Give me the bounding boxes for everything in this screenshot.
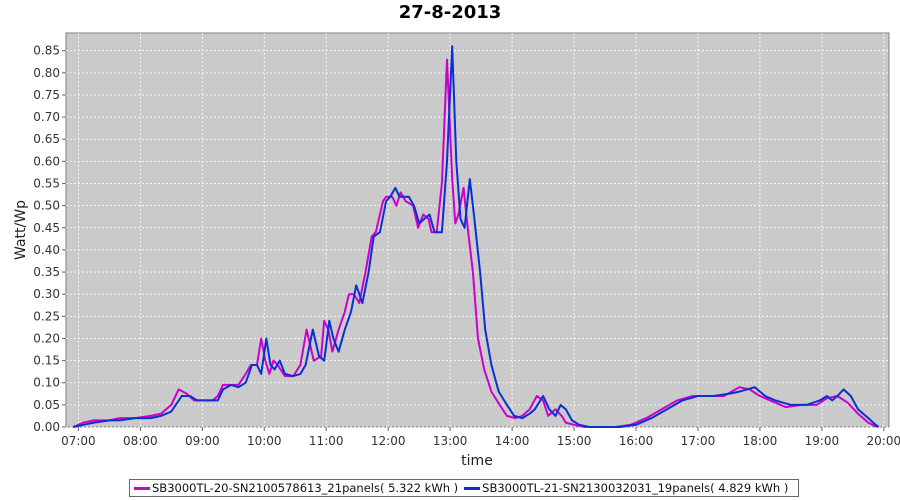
legend-item-2: SB3000TL-21-SN2130032031_19panels( 4.829… — [464, 481, 788, 495]
legend: SB3000TL-20-SN2100578613_21panels( 5.322… — [129, 479, 800, 497]
y-axis-title: Watt/Wp — [13, 200, 29, 260]
x-tick-label: 12:00 — [371, 434, 406, 448]
y-tick-label: 0.25 — [33, 309, 60, 323]
y-tick-label: 0.20 — [33, 331, 60, 345]
legend-item-1: SB3000TL-20-SN2100578613_21panels( 5.322… — [134, 481, 458, 495]
x-axis-title: time — [461, 453, 493, 469]
legend-swatch — [464, 486, 481, 490]
y-tick-label: 0.80 — [33, 66, 60, 80]
y-tick-label: 0.40 — [33, 243, 60, 257]
y-tick-label: 0.65 — [33, 132, 60, 146]
y-tick-label: 0.45 — [33, 221, 60, 235]
x-tick-label: 20:00 — [867, 434, 900, 448]
x-tick-label: 15:00 — [557, 434, 592, 448]
y-tick-label: 0.10 — [33, 376, 60, 390]
x-tick-label: 10:00 — [247, 434, 282, 448]
series-line-2 — [72, 45, 880, 428]
x-tick-label: 07:00 — [61, 434, 96, 448]
x-tick-label: 19:00 — [805, 434, 840, 448]
y-tick-label: 0.35 — [33, 265, 60, 279]
x-tick-label: 14:00 — [495, 434, 530, 448]
y-tick-label: 0.30 — [33, 287, 60, 301]
grid — [66, 33, 889, 428]
legend-swatch — [134, 486, 150, 490]
x-tick-label: 08:00 — [123, 434, 158, 448]
x-tick-label: 17:00 — [681, 434, 716, 448]
series — [72, 45, 880, 428]
axes: 07:00 08:00 09:00 10:00 11:00 12:00 13:00 14:00… — [33, 44, 900, 448]
y-tick-label: 0.75 — [33, 88, 60, 102]
x-tick-label: 13:00 — [433, 434, 468, 448]
legend-label: SB3000TL-21-SN2130032031_19panels( 4.829… — [482, 481, 789, 495]
y-tick-label: 0.50 — [33, 199, 60, 213]
y-tick-label: 0.70 — [33, 110, 60, 124]
plot-area — [65, 32, 890, 428]
y-tick-label: 0.85 — [33, 44, 60, 58]
x-tick-label: 16:00 — [619, 434, 654, 448]
chart-title: 27-8-2013 — [398, 2, 502, 23]
y-tick-label: 0.55 — [33, 177, 60, 191]
y-tick-label: 0.00 — [33, 420, 60, 434]
x-tick-label: 09:00 — [185, 434, 220, 448]
y-tick-label: 0.15 — [33, 354, 60, 368]
y-tick-label: 0.05 — [33, 398, 60, 412]
x-tick-label: 11:00 — [309, 434, 344, 448]
y-tick-label: 0.60 — [33, 154, 60, 168]
legend-label: SB3000TL-20-SN2100578613_21panels( 5.322… — [152, 481, 459, 495]
x-tick-label: 18:00 — [743, 434, 778, 448]
